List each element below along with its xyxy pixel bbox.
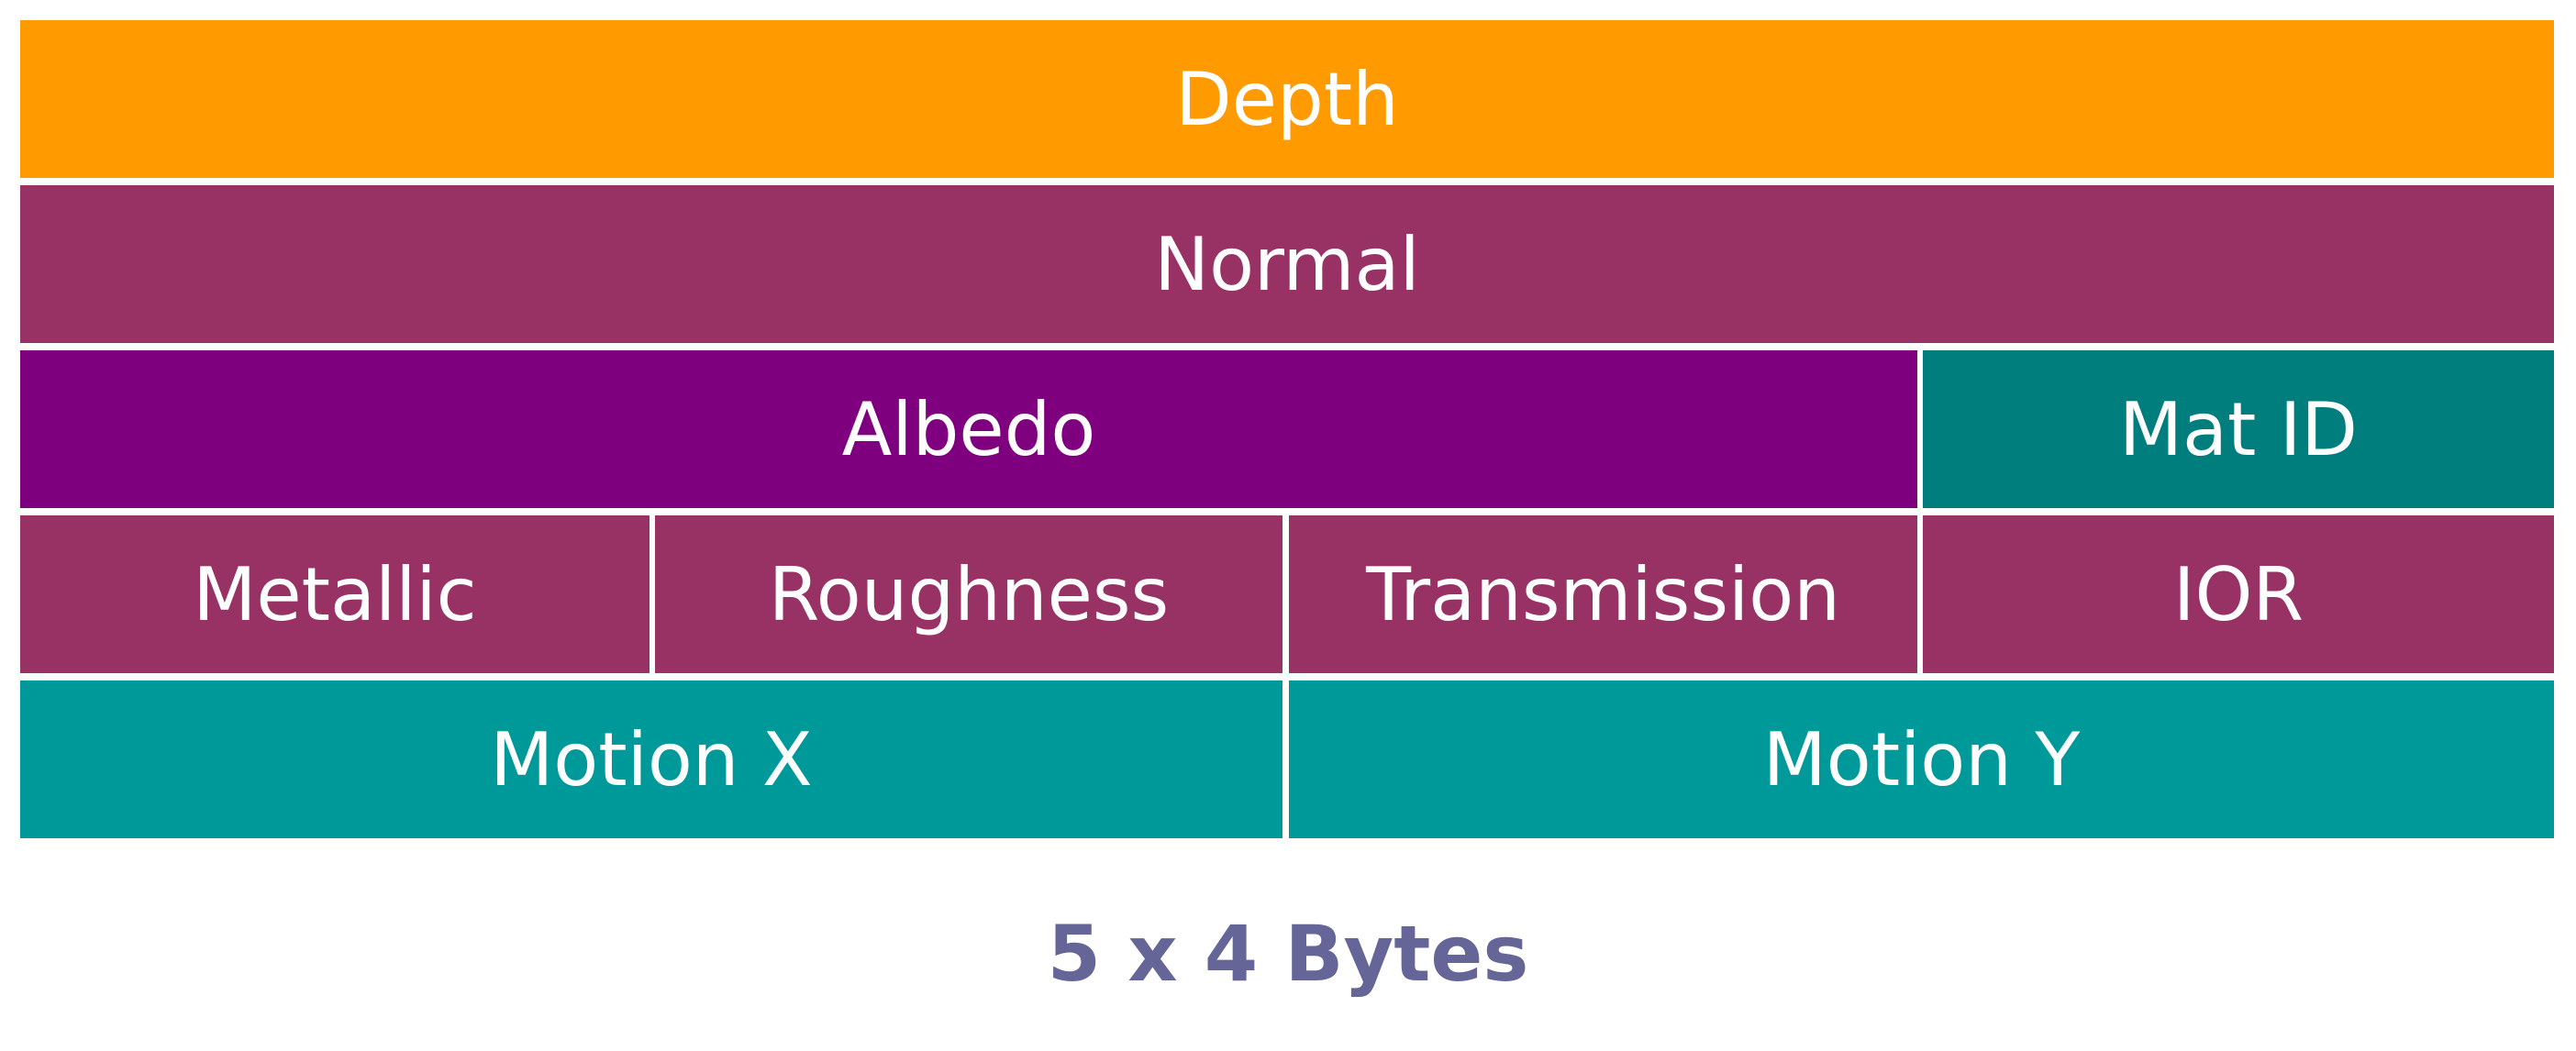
metallic-block: Metallic	[20, 515, 650, 673]
roughness-block: Roughness	[655, 515, 1282, 673]
transmission-block: Transmission	[1289, 515, 1917, 673]
ior-block: IOR	[1923, 515, 2554, 673]
motion-y-block: Motion Y	[1289, 680, 2554, 838]
depth-block: Depth	[20, 20, 2554, 178]
normal-block: Normal	[20, 185, 2554, 343]
mat-id-block: Mat ID	[1923, 350, 2554, 508]
size-caption: 5 x 4 Bytes	[1047, 909, 1529, 999]
motion-x-block: Motion X	[20, 680, 1282, 838]
albedo-block: Albedo	[20, 350, 1917, 508]
